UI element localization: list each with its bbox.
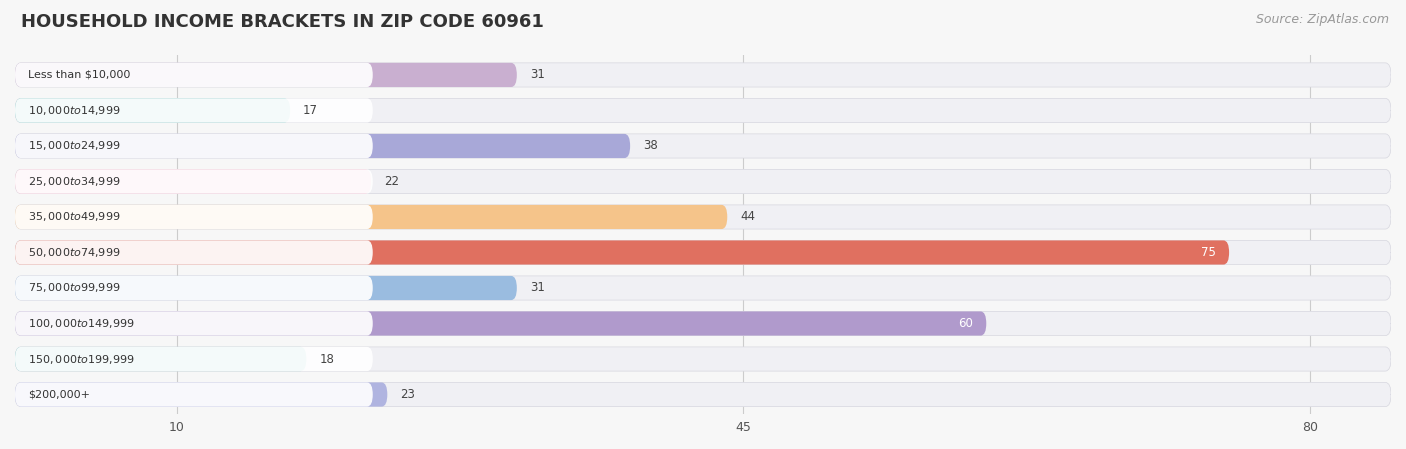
FancyBboxPatch shape [15, 205, 727, 229]
FancyBboxPatch shape [15, 240, 1391, 264]
Text: $15,000 to $24,999: $15,000 to $24,999 [28, 140, 121, 153]
FancyBboxPatch shape [15, 98, 1391, 123]
Text: 60: 60 [959, 317, 973, 330]
FancyBboxPatch shape [15, 276, 1391, 300]
FancyBboxPatch shape [15, 276, 517, 300]
Text: $10,000 to $14,999: $10,000 to $14,999 [28, 104, 121, 117]
FancyBboxPatch shape [15, 205, 1391, 229]
FancyBboxPatch shape [15, 383, 1391, 407]
FancyBboxPatch shape [15, 276, 1391, 300]
Text: 44: 44 [740, 211, 755, 224]
Text: 22: 22 [384, 175, 399, 188]
FancyBboxPatch shape [15, 240, 1229, 264]
FancyBboxPatch shape [15, 134, 1391, 158]
FancyBboxPatch shape [15, 134, 1391, 158]
Text: 31: 31 [530, 68, 544, 81]
Text: $200,000+: $200,000+ [28, 390, 90, 400]
Text: Source: ZipAtlas.com: Source: ZipAtlas.com [1256, 13, 1389, 26]
FancyBboxPatch shape [15, 169, 371, 194]
Text: 31: 31 [530, 282, 544, 295]
FancyBboxPatch shape [15, 383, 387, 407]
FancyBboxPatch shape [15, 98, 290, 123]
Text: 17: 17 [304, 104, 318, 117]
FancyBboxPatch shape [15, 347, 307, 371]
FancyBboxPatch shape [15, 276, 373, 300]
FancyBboxPatch shape [15, 240, 373, 264]
Text: 75: 75 [1201, 246, 1216, 259]
FancyBboxPatch shape [15, 63, 373, 87]
Text: 18: 18 [319, 352, 335, 365]
FancyBboxPatch shape [15, 98, 373, 123]
FancyBboxPatch shape [15, 63, 1391, 87]
FancyBboxPatch shape [15, 347, 1391, 371]
FancyBboxPatch shape [15, 63, 1391, 87]
FancyBboxPatch shape [15, 169, 373, 194]
Text: 23: 23 [401, 388, 415, 401]
Text: $150,000 to $199,999: $150,000 to $199,999 [28, 352, 135, 365]
Text: HOUSEHOLD INCOME BRACKETS IN ZIP CODE 60961: HOUSEHOLD INCOME BRACKETS IN ZIP CODE 60… [21, 13, 544, 31]
FancyBboxPatch shape [15, 169, 1391, 194]
Text: $75,000 to $99,999: $75,000 to $99,999 [28, 282, 121, 295]
FancyBboxPatch shape [15, 383, 373, 407]
FancyBboxPatch shape [15, 312, 373, 335]
Text: $35,000 to $49,999: $35,000 to $49,999 [28, 211, 121, 224]
Text: $25,000 to $34,999: $25,000 to $34,999 [28, 175, 121, 188]
FancyBboxPatch shape [15, 383, 1391, 407]
Text: $50,000 to $74,999: $50,000 to $74,999 [28, 246, 121, 259]
FancyBboxPatch shape [15, 312, 1391, 335]
FancyBboxPatch shape [15, 169, 1391, 194]
FancyBboxPatch shape [15, 312, 986, 335]
FancyBboxPatch shape [15, 205, 373, 229]
FancyBboxPatch shape [15, 205, 1391, 229]
FancyBboxPatch shape [15, 347, 373, 371]
FancyBboxPatch shape [15, 312, 1391, 335]
Text: Less than $10,000: Less than $10,000 [28, 70, 131, 80]
FancyBboxPatch shape [15, 98, 1391, 123]
FancyBboxPatch shape [15, 347, 1391, 371]
FancyBboxPatch shape [15, 63, 517, 87]
FancyBboxPatch shape [15, 134, 630, 158]
Text: 38: 38 [643, 140, 658, 153]
FancyBboxPatch shape [15, 240, 1391, 264]
Text: $100,000 to $149,999: $100,000 to $149,999 [28, 317, 135, 330]
FancyBboxPatch shape [15, 134, 373, 158]
